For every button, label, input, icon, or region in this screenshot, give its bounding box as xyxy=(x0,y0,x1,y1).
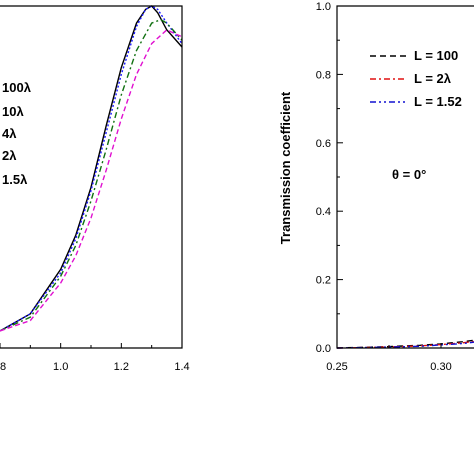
left-series-line-3 xyxy=(0,29,183,332)
right-y-axis-label: Transmission coefficient xyxy=(278,91,293,244)
right-y-tick-label: 0.6 xyxy=(316,138,331,150)
right-x-tick-label: 0.30 xyxy=(430,361,451,373)
left-x-tick-label: 1.2 xyxy=(114,361,129,373)
left-x-tick-label: 8 xyxy=(0,361,6,373)
left-series-group xyxy=(0,5,183,332)
left-x-axis-ticks: 8 1.0 1.2 1.4 xyxy=(0,343,190,373)
left-x-tick-label: 1.4 xyxy=(174,361,189,373)
right-chart-panel: 0.0 0.2 0.4 0.6 0.8 1.0 0.25 0.30 Transmission… xyxy=(278,1,474,373)
right-legend: L = 100 L = 2λ L = 1.52 xyxy=(370,48,462,109)
right-y-tick-label: 1.0 xyxy=(316,1,331,13)
right-y-tick-label: 0.4 xyxy=(316,206,331,218)
left-legend-label: 1.5λ xyxy=(2,172,28,187)
left-legend-label: 10λ xyxy=(2,104,24,119)
right-legend-label: L = 100 xyxy=(414,48,458,63)
right-y-axis-ticks: 0.0 0.2 0.4 0.6 0.8 1.0 xyxy=(316,1,343,355)
left-legend: 100λ 10λ 4λ 2λ 1.5λ xyxy=(2,80,32,187)
left-x-tick-label: 1.0 xyxy=(53,361,68,373)
right-y-tick-label: 0.8 xyxy=(316,69,331,81)
left-legend-label: 2λ xyxy=(2,148,17,163)
right-legend-label: L = 2λ xyxy=(414,71,452,86)
left-series-line-1 xyxy=(0,5,183,332)
left-legend-label: 4λ xyxy=(2,126,17,141)
right-y-tick-label: 0.0 xyxy=(316,343,331,355)
left-legend-label: 100λ xyxy=(2,80,32,95)
left-series-line-2 xyxy=(0,18,183,332)
right-x-tick-label: 0.25 xyxy=(326,361,347,373)
right-series-line-2 xyxy=(336,341,474,349)
theta-annotation: θ = 0° xyxy=(392,167,426,182)
left-series-line-0 xyxy=(0,5,183,332)
right-series-group xyxy=(336,339,474,349)
right-legend-label: L = 1.52 xyxy=(414,94,462,109)
left-chart-panel: 8 1.0 1.2 1.4 100λ 10λ 4λ 2λ 1.5λ xyxy=(0,5,190,373)
right-y-tick-label: 0.2 xyxy=(316,275,331,287)
right-x-axis-ticks: 0.25 0.30 xyxy=(326,343,452,373)
